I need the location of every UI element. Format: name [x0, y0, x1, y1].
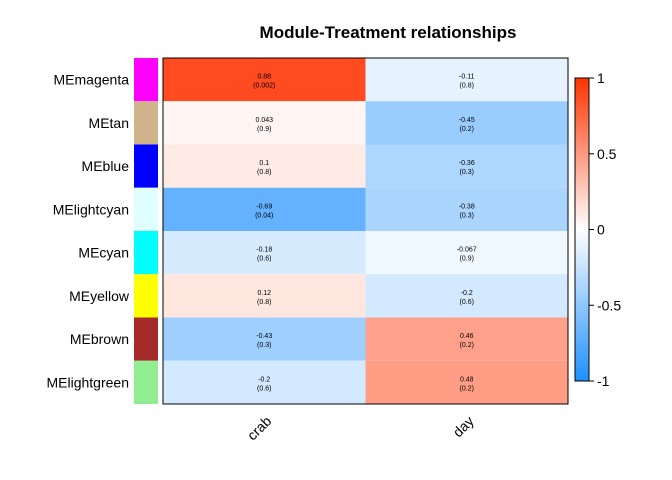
row-color-swatch: [134, 231, 158, 275]
legend-tick-label: 0.5: [597, 146, 617, 162]
cell-correlation: -0.2: [461, 290, 473, 297]
cell-pvalue: (0.3): [460, 169, 474, 176]
cell-pvalue: (0.6): [257, 256, 271, 263]
cell-pvalue: (0.2): [460, 342, 474, 349]
heatmap-cell: [163, 101, 366, 145]
heatmap-cell: [163, 360, 366, 404]
row-color-swatch: [134, 360, 158, 404]
row-label: MEcyan: [78, 245, 129, 261]
cell-pvalue: (0.04): [255, 212, 273, 219]
column-label: crab: [244, 413, 275, 444]
cell-correlation: 0.88: [257, 74, 271, 81]
row-label: MEmagenta: [54, 72, 130, 88]
color-legend-bar: [574, 77, 590, 382]
heatmap-cell: [163, 144, 366, 188]
cell-pvalue: (0.3): [257, 342, 271, 349]
heatmap-cell: [163, 58, 366, 102]
row-color-swatch: [134, 58, 158, 102]
cell-correlation: -0.36: [459, 160, 475, 167]
legend-tick-label: 1: [597, 70, 605, 86]
row-color-swatch: [134, 317, 158, 361]
heatmap-cell: [365, 101, 568, 145]
cell-correlation: -0.2: [258, 376, 270, 383]
row-label: MEbrown: [70, 331, 129, 347]
row-labels: MEmagenta MEtan MEblue MElightcyan MEcyan MEy…: [47, 72, 130, 391]
heatmap-cell: [163, 317, 366, 361]
cell-pvalue: (0.3): [460, 212, 474, 219]
cell-pvalue: (0.6): [257, 385, 271, 392]
cell-correlation: 0.1: [259, 160, 269, 167]
row-label: MEyellow: [69, 288, 130, 304]
color-legend-ticks: 1 0.5 0 -0.5 -1: [589, 70, 621, 389]
heatmap-cell: [365, 360, 568, 404]
legend-tick-label: -0.5: [597, 297, 621, 313]
cell-correlation: -0.38: [459, 203, 475, 210]
cell-correlation: -0.067: [457, 247, 477, 254]
heatmap-cell: [365, 144, 568, 188]
row-color-swatch: [134, 101, 158, 145]
heatmap-cell: [365, 274, 568, 318]
row-label: MElightcyan: [53, 201, 129, 217]
chart-title: Module-Treatment relationships: [260, 23, 517, 42]
cell-pvalue: (0.8): [257, 169, 271, 176]
column-labels: crab day: [244, 413, 477, 444]
heatmap-cell: [163, 274, 366, 318]
heatmap-cell: [163, 231, 366, 275]
legend-tick-label: 0: [597, 222, 605, 238]
cell-correlation: -0.69: [256, 203, 272, 210]
heatmap-frame: [162, 57, 569, 405]
row-label: MEtan: [89, 115, 129, 131]
heatmap-cell: [365, 187, 568, 231]
heatmap-cell: [163, 187, 366, 231]
cell-correlation: 0.043: [255, 117, 273, 124]
column-label: day: [450, 413, 477, 440]
heatmap-cell: [365, 58, 568, 102]
cell-pvalue: (0.9): [460, 256, 474, 263]
cell-pvalue: (0.2): [460, 385, 474, 392]
cell-pvalue: (0.002): [253, 83, 275, 90]
cell-pvalue: (0.8): [460, 83, 474, 90]
heatmap-cell: [365, 231, 568, 275]
cell-pvalue: (0.6): [460, 299, 474, 306]
row-label: MElightgreen: [47, 374, 130, 390]
legend-tick-label: -1: [597, 373, 610, 389]
cell-pvalue: (0.8): [257, 299, 271, 306]
row-color-swatch: [134, 274, 158, 318]
row-label: MEblue: [82, 158, 130, 174]
cell-correlation: 0.46: [460, 333, 474, 340]
row-color-strip: [134, 58, 158, 404]
heatmap-cells: 0.88 (0.002) -0.11 (0.8) 0.043 (0.9) -0.45 (0.2…: [163, 58, 568, 404]
cell-pvalue: (0.2): [460, 126, 474, 133]
row-color-swatch: [134, 144, 158, 188]
row-color-swatch: [134, 187, 158, 231]
cell-correlation: 0.48: [460, 376, 474, 383]
cell-correlation: -0.11: [459, 74, 475, 81]
cell-correlation: -0.18: [256, 247, 272, 254]
cell-correlation: -0.43: [256, 333, 272, 340]
cell-correlation: 0.12: [257, 290, 271, 297]
heatmap-cell: [365, 317, 568, 361]
cell-pvalue: (0.9): [257, 126, 271, 133]
cell-correlation: -0.45: [459, 117, 475, 124]
